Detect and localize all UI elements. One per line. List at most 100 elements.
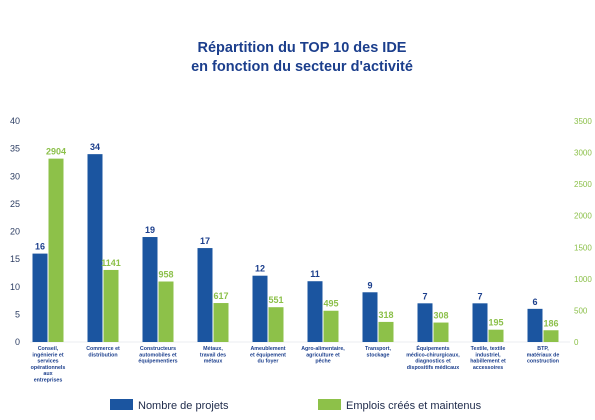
- category-label-line: habillement et: [470, 359, 506, 365]
- right-axis-tick-label: 2500: [574, 180, 592, 189]
- category-label-line: agriculture et: [306, 352, 340, 358]
- bar-label-jobs: 617: [213, 291, 228, 301]
- legend-swatch-jobs: [318, 399, 341, 410]
- left-axis-tick-label: 0: [15, 337, 20, 347]
- category-label-line: services: [37, 359, 58, 365]
- left-axis-tick-label: 40: [10, 116, 20, 126]
- right-axis-tick-label: 3500: [574, 117, 592, 126]
- chart-title: Répartition du TOP 10 des IDE en fonctio…: [191, 40, 413, 75]
- category-label-line: travail des: [200, 352, 226, 358]
- left-axis-tick-label: 10: [10, 282, 20, 292]
- bar-label-projects: 7: [422, 291, 427, 301]
- left-axis-tick-label: 5: [15, 309, 20, 319]
- bar-label-jobs: 958: [158, 270, 173, 280]
- right-axis-tick-label: 2000: [574, 212, 592, 221]
- category-label-line: entreprises: [34, 378, 63, 384]
- legend-label-jobs: Emplois créés et maintenus: [346, 400, 482, 412]
- legend: Nombre de projets Emplois créés et maint…: [110, 399, 482, 412]
- category-label-line: Transport,: [365, 346, 391, 352]
- bar-projects: [362, 292, 378, 342]
- category-label-line: diagnostics et: [415, 359, 451, 365]
- category-label: Commerce et distribution: [86, 346, 120, 358]
- category-label-line: Ameublement: [250, 346, 285, 352]
- bar-label-jobs: 1141: [101, 258, 121, 268]
- bar-jobs: [103, 269, 119, 342]
- bar-label-jobs: 551: [268, 295, 283, 305]
- bar-projects: [32, 253, 48, 342]
- left-axis-ticks: 0 5 10 15 20 25 30 35 40: [10, 116, 20, 347]
- bar-jobs: [213, 303, 229, 342]
- bar-projects: [307, 281, 323, 342]
- category-label-line: Commerce et: [86, 346, 120, 352]
- category-label: Textile, textile industriel, habillement e…: [470, 346, 506, 371]
- category-label: Ameublement et équipement du foyer: [250, 346, 286, 365]
- category-label: Conseil, ingénierie et services opérationne…: [31, 346, 66, 384]
- category-label-line: construction: [527, 359, 559, 365]
- category-label-line: métaux: [204, 359, 223, 365]
- right-axis-tick-label: 0: [574, 338, 579, 347]
- bar-label-jobs: 2904: [46, 147, 66, 157]
- left-axis-tick-label: 20: [10, 227, 20, 237]
- category-label-line: du foyer: [258, 359, 279, 365]
- left-axis-tick-label: 15: [10, 254, 20, 264]
- category-label: BTP, matériaux de construction: [527, 346, 560, 365]
- category-label-line: et équipement: [250, 352, 286, 358]
- category-label-line: dispositifs médicaux: [407, 365, 459, 371]
- bar-projects: [527, 308, 543, 342]
- bar-jobs: [488, 329, 504, 342]
- right-axis-tick-label: 3000: [574, 149, 592, 158]
- bar-projects: [472, 303, 488, 342]
- bar-projects: [197, 248, 213, 342]
- category-label-line: matériaux de: [527, 352, 560, 358]
- bar-jobs: [433, 322, 449, 342]
- chart-title-line-2: en fonction du secteur d'activité: [191, 59, 413, 75]
- category-label-line: opérationnels: [31, 365, 66, 371]
- category-label-line: ingénierie et: [32, 352, 63, 358]
- category-label-line: stockage: [367, 352, 390, 358]
- chart-title-line-1: Répartition du TOP 10 des IDE: [198, 40, 407, 56]
- category-label-line: pêche: [315, 359, 330, 365]
- legend-label-projects: Nombre de projets: [138, 400, 229, 412]
- bar-label-projects: 11: [310, 269, 320, 279]
- bar-label-jobs: 495: [323, 299, 338, 309]
- category-label: Constructeurs automobiles et équipementier…: [138, 346, 177, 365]
- category-label-line: accessoires: [473, 365, 503, 371]
- bar-jobs: [158, 281, 174, 342]
- bar-jobs: [48, 158, 64, 342]
- category-label-line: Constructeurs: [140, 346, 176, 352]
- bars: [32, 154, 559, 342]
- category-label-line: médico-chirurgicaux,: [406, 352, 460, 358]
- bar-value-labels: 16 2904 34 1141 19 958 17 617 12 551 11 495 9 318 7 308…: [35, 142, 559, 328]
- category-label: Métaux, travail des métaux: [200, 346, 226, 365]
- bar-label-projects: 6: [532, 297, 537, 307]
- category-label-line: Textile, textile: [471, 346, 506, 352]
- category-label-line: Équipements: [416, 344, 449, 352]
- category-label: Transport, stockage: [365, 346, 391, 358]
- bar-label-projects: 16: [35, 242, 45, 252]
- bar-label-projects: 7: [477, 291, 482, 301]
- category-label-line: automobiles et: [139, 352, 177, 358]
- bar-label-jobs: 195: [488, 318, 503, 328]
- bar-label-projects: 9: [367, 280, 372, 290]
- bar-label-projects: 34: [90, 142, 100, 152]
- bar-label-projects: 19: [145, 225, 155, 235]
- left-axis-tick-label: 30: [10, 171, 20, 181]
- category-labels: Conseil, ingénierie et services opérationne…: [31, 344, 560, 384]
- category-label-line: équipementiers: [138, 359, 177, 365]
- category-label: Équipements médico-chirurgicaux, diagnosti…: [406, 344, 460, 371]
- bar-projects: [87, 154, 103, 342]
- category-label-line: aux: [43, 371, 52, 377]
- category-label-line: Conseil,: [38, 346, 59, 352]
- category-label-line: industriel,: [475, 352, 501, 358]
- right-axis-tick-label: 1500: [574, 243, 592, 252]
- category-label-line: distribution: [88, 352, 117, 358]
- right-axis-ticks: 0 500 1000 1500 2000 2500 3000 3500: [574, 117, 592, 347]
- bar-jobs: [268, 307, 284, 342]
- category-label-line: Agro-alimentaire,: [301, 346, 345, 352]
- legend-swatch-projects: [110, 399, 133, 410]
- bar-label-jobs: 308: [433, 311, 448, 321]
- category-label: Agro-alimentaire, agriculture et pêche: [301, 346, 345, 365]
- bar-jobs: [323, 310, 339, 342]
- right-axis-tick-label: 1000: [574, 275, 592, 284]
